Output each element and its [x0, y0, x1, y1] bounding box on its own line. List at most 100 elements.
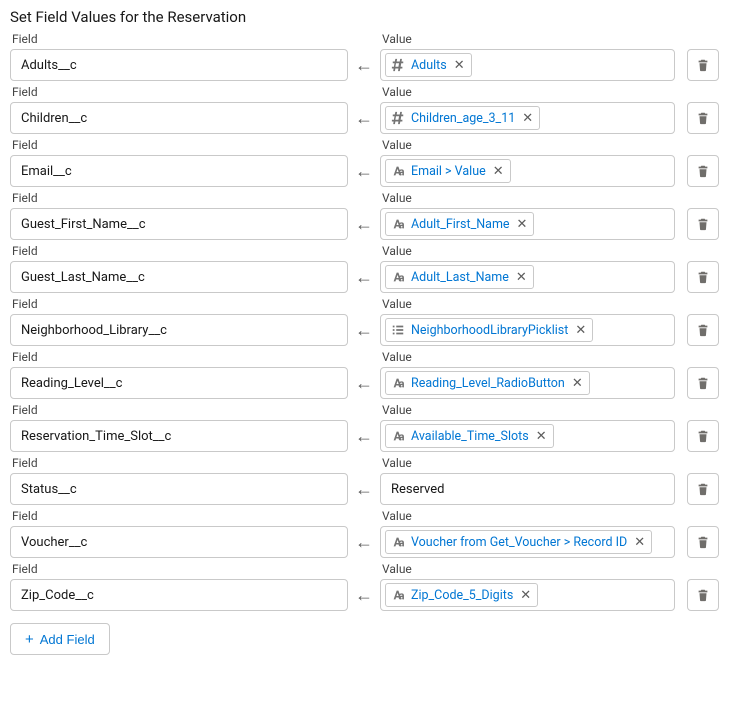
value-input[interactable]: Children_age_3_11 ✕ — [380, 102, 675, 134]
value-input[interactable]: Zip_Code_5_Digits✕ — [380, 579, 675, 611]
delete-column — [681, 314, 719, 346]
field-input[interactable]: Reservation_Time_Slot__c — [10, 420, 348, 452]
value-column: Value Available_Time_Slots ✕ — [380, 403, 675, 452]
value-pill-label: Available_Time_Slots — [411, 429, 529, 444]
value-label: Value — [382, 32, 675, 46]
value-column: Value Adult_First_Name✕ — [380, 191, 675, 240]
trash-icon — [696, 217, 710, 231]
value-pill[interactable]: Reading_Level_RadioButton✕ — [385, 371, 590, 395]
value-input[interactable]: Reserved — [380, 473, 675, 505]
field-label: Field — [12, 244, 348, 258]
value-pill[interactable]: Adult_Last_Name ✕ — [385, 265, 534, 289]
field-row: FieldReading_Level__c←ValueReading_Level… — [10, 350, 719, 399]
field-input[interactable]: Neighborhood_Library__c — [10, 314, 348, 346]
field-column: FieldAdults__c — [10, 32, 348, 81]
remove-pill-icon[interactable]: ✕ — [536, 430, 547, 443]
remove-pill-icon[interactable]: ✕ — [522, 112, 533, 125]
delete-row-button[interactable] — [687, 49, 719, 81]
delete-column — [681, 579, 719, 611]
field-column: FieldReservation_Time_Slot__c — [10, 403, 348, 452]
field-column: FieldChildren__c — [10, 85, 348, 134]
assign-arrow-icon: ← — [354, 420, 374, 452]
field-input[interactable]: Guest_First_Name__c — [10, 208, 348, 240]
remove-pill-icon[interactable]: ✕ — [575, 324, 586, 337]
value-text: Reserved — [385, 482, 450, 497]
delete-column — [681, 208, 719, 240]
value-pill[interactable]: Zip_Code_5_Digits✕ — [385, 583, 538, 607]
field-column: Field Guest_Last_Name__c — [10, 244, 348, 293]
value-pill-label: Adult_Last_Name — [411, 270, 509, 285]
field-row: FieldGuest_First_Name__c←ValueAdult_Firs… — [10, 191, 719, 240]
value-pill-label: Children_age_3_11 — [411, 111, 515, 126]
value-column: ValueAdult_Last_Name✕ — [380, 244, 675, 293]
trash-icon — [696, 376, 710, 390]
delete-row-button[interactable] — [687, 261, 719, 293]
delete-row-button[interactable] — [687, 526, 719, 558]
delete-row-button[interactable] — [687, 102, 719, 134]
field-row: FieldAdults__c←ValueAdults✕ — [10, 32, 719, 81]
field-column: Field Guest_First_Name__c — [10, 191, 348, 240]
remove-pill-icon[interactable]: ✕ — [454, 59, 465, 72]
field-column: Field Voucher__c — [10, 509, 348, 558]
field-input[interactable]: Voucher__c — [10, 526, 348, 558]
value-label: Value — [382, 85, 675, 99]
value-input[interactable]: Available_Time_Slots ✕ — [380, 420, 675, 452]
remove-pill-icon[interactable]: ✕ — [493, 165, 504, 178]
delete-row-button[interactable] — [687, 420, 719, 452]
value-input[interactable]: Adults✕ — [380, 49, 675, 81]
field-column: FieldEmail__c — [10, 138, 348, 187]
delete-column — [681, 420, 719, 452]
field-input[interactable]: Adults__c — [10, 49, 348, 81]
delete-row-button[interactable] — [687, 155, 719, 187]
field-input[interactable]: Email__c — [10, 155, 348, 187]
value-pill[interactable]: Voucher from Get_Voucher > Record ID✕ — [385, 530, 652, 554]
value-column: ValueNeighborhoodLibraryPicklist✕ — [380, 297, 675, 346]
assign-arrow-icon: ← — [354, 314, 374, 346]
value-input[interactable]: Adult_First_Name✕ — [380, 208, 675, 240]
value-input[interactable]: Adult_Last_Name ✕ — [380, 261, 675, 293]
field-label: Field — [12, 509, 348, 523]
field-row: FieldChildren__c←ValueChildren_age_3_11✕ — [10, 85, 719, 134]
delete-row-button[interactable] — [687, 367, 719, 399]
field-input[interactable]: Guest_Last_Name__c — [10, 261, 348, 293]
delete-row-button[interactable] — [687, 579, 719, 611]
delete-column — [681, 102, 719, 134]
field-input[interactable]: Zip_Code__c — [10, 579, 348, 611]
delete-column — [681, 155, 719, 187]
field-input[interactable]: Status__c — [10, 473, 348, 505]
value-pill[interactable]: Available_Time_Slots ✕ — [385, 424, 554, 448]
field-label: Field — [12, 191, 348, 205]
section-title: Set Field Values for the Reservation — [10, 8, 719, 26]
delete-row-button[interactable] — [687, 208, 719, 240]
value-label: Value — [382, 191, 675, 205]
value-label: Value — [382, 403, 675, 417]
field-input[interactable]: Children__c — [10, 102, 348, 134]
assign-arrow-icon: ← — [354, 526, 374, 558]
value-pill[interactable]: Children_age_3_11 ✕ — [385, 106, 540, 130]
field-rows: FieldAdults__c←ValueAdults✕FieldChildren… — [10, 32, 719, 615]
trash-icon — [696, 535, 710, 549]
value-pill[interactable]: Adult_First_Name✕ — [385, 212, 534, 236]
value-input[interactable]: Reading_Level_RadioButton✕ — [380, 367, 675, 399]
text-aa-icon — [390, 163, 406, 179]
field-input[interactable]: Reading_Level__c — [10, 367, 348, 399]
remove-pill-icon[interactable]: ✕ — [517, 218, 528, 231]
delete-row-button[interactable] — [687, 473, 719, 505]
trash-icon — [696, 429, 710, 443]
remove-pill-icon[interactable]: ✕ — [572, 377, 583, 390]
field-row: FieldEmail__c←ValueEmail > Value✕ — [10, 138, 719, 187]
hash-icon — [390, 57, 406, 73]
remove-pill-icon[interactable]: ✕ — [516, 271, 527, 284]
value-pill[interactable]: Email > Value✕ — [385, 159, 511, 183]
delete-row-button[interactable] — [687, 314, 719, 346]
remove-pill-icon[interactable]: ✕ — [634, 536, 645, 549]
value-pill[interactable]: NeighborhoodLibraryPicklist✕ — [385, 318, 593, 342]
assign-arrow-icon: ← — [354, 473, 374, 505]
add-field-button[interactable]: + Add Field — [10, 623, 110, 655]
field-label: Field — [12, 297, 348, 311]
value-input[interactable]: Email > Value✕ — [380, 155, 675, 187]
value-pill[interactable]: Adults✕ — [385, 53, 472, 77]
value-input[interactable]: Voucher from Get_Voucher > Record ID✕ — [380, 526, 675, 558]
value-input[interactable]: NeighborhoodLibraryPicklist✕ — [380, 314, 675, 346]
remove-pill-icon[interactable]: ✕ — [520, 589, 531, 602]
